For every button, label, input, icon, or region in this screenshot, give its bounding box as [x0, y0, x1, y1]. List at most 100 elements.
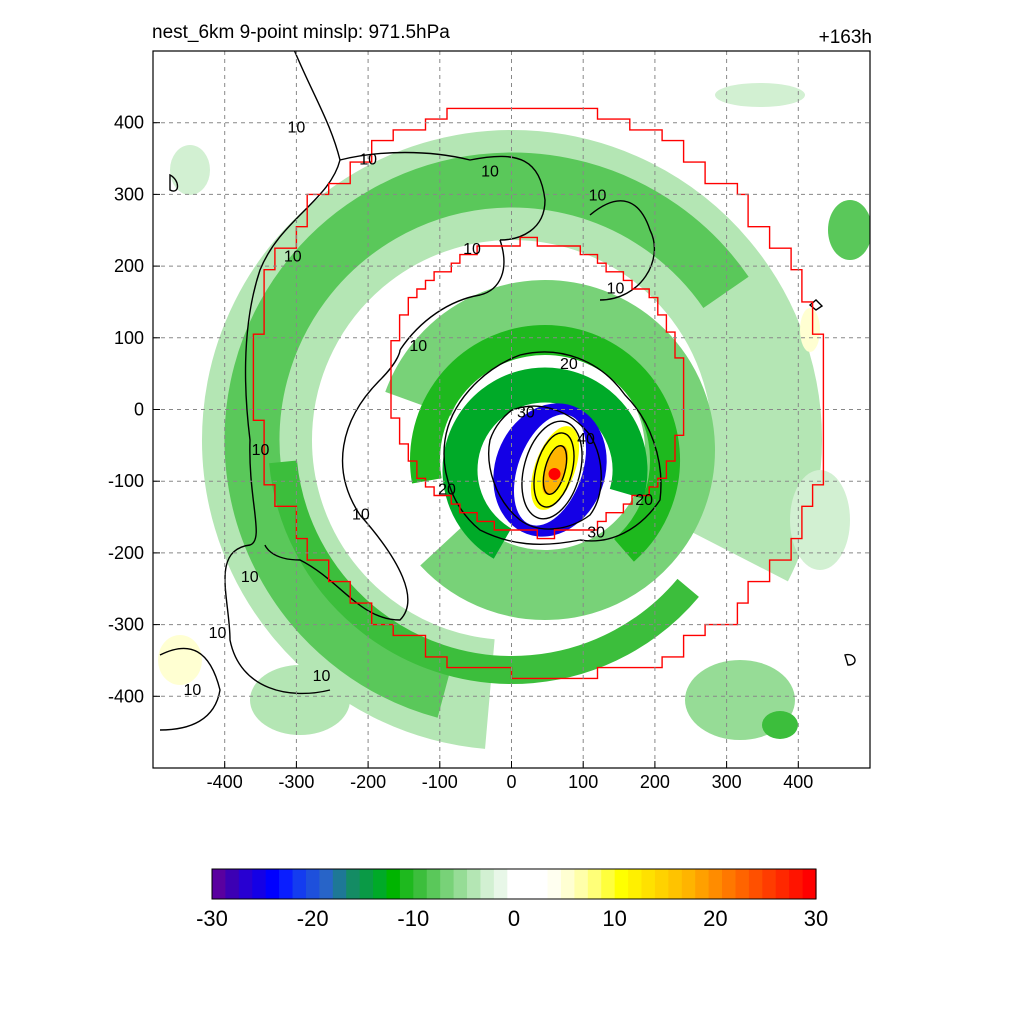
contour-label: 10: [463, 241, 481, 258]
colorbar-swatch: [238, 869, 253, 899]
colorbar-swatch: [735, 869, 750, 899]
contour-30: [488, 405, 602, 530]
colorbar-swatch: [279, 869, 294, 899]
colorbar-swatch: [574, 869, 589, 899]
contour-label: 30: [587, 524, 605, 541]
storm-center-marker: [548, 468, 561, 481]
colorbar-tick-label: -10: [397, 906, 429, 931]
contour-10: [589, 200, 656, 301]
colorbar-swatch: [802, 869, 817, 899]
contour-label: 10: [313, 668, 331, 685]
field-layer: [158, 51, 870, 750]
contour-label: 10: [284, 248, 302, 265]
colorbar-swatch: [547, 869, 562, 899]
colorbar-swatch: [601, 869, 616, 899]
patch: [828, 200, 870, 260]
patch: [800, 308, 820, 352]
contour-label: 10: [607, 281, 625, 298]
colorbar-swatch: [614, 869, 629, 899]
colorbar-swatch: [654, 869, 669, 899]
contour-label: 10: [252, 442, 270, 459]
contour-10: [159, 647, 221, 731]
forecast-hour-label: +163h: [818, 27, 872, 48]
y-tick-label: -400: [108, 686, 144, 706]
colorbar-swatch: [319, 869, 334, 899]
colorbar-swatch: [493, 869, 508, 899]
colorbar-swatch: [534, 869, 549, 899]
patch: [170, 145, 210, 195]
contour-label: 10: [481, 164, 499, 181]
colorbar-swatch: [467, 869, 482, 899]
colorbar-swatch: [373, 869, 388, 899]
contour-10: [264, 514, 409, 621]
contour-10: [399, 239, 505, 351]
y-tick-label: 400: [114, 113, 144, 133]
colorbar-swatch: [628, 869, 643, 899]
colorbar-swatch: [453, 869, 468, 899]
colorbar-swatch: [722, 869, 737, 899]
x-tick-label: -200: [350, 772, 386, 792]
contour-50: [533, 432, 575, 508]
eyewall-band: [442, 367, 648, 573]
colorbar-swatch: [225, 869, 240, 899]
contour-label: 40: [577, 431, 595, 448]
colorbar-tick-label: 30: [804, 906, 828, 931]
colorbar-swatch: [305, 869, 320, 899]
contour-label: 20: [560, 356, 578, 373]
colorbar-swatch: [641, 869, 656, 899]
x-tick-label: 100: [568, 772, 598, 792]
colorbar-swatch: [587, 869, 602, 899]
colorbar-swatch: [265, 869, 280, 899]
y-tick-label: -100: [108, 471, 144, 491]
x-tick-label: 200: [640, 772, 670, 792]
contour-10: [339, 151, 546, 241]
y-tick-label: 300: [114, 184, 144, 204]
contour-label: 30: [517, 405, 535, 422]
colorbar-tick-label: 10: [602, 906, 626, 931]
y-tick-label: -200: [108, 543, 144, 563]
contour-small: [808, 299, 824, 311]
contour-label: 10: [241, 569, 259, 586]
colorbar-swatch: [426, 869, 441, 899]
colorbar-swatches: [212, 869, 817, 899]
x-tick-label: 300: [712, 772, 742, 792]
colorbar-swatch: [762, 869, 777, 899]
contour-40: [521, 420, 583, 520]
colorbar-swatch: [332, 869, 347, 899]
colorbar-frame: [211, 868, 817, 900]
patch: [762, 711, 798, 739]
inner-nest-boundary: [390, 236, 685, 540]
colorbar-swatch: [681, 869, 696, 899]
colorbar-swatch: [695, 869, 710, 899]
y-tick-label: 100: [114, 328, 144, 348]
plot-area: -400 -300 -200 -100 0 100 200 300 40040030020010…: [108, 50, 871, 792]
contour-60: [542, 445, 568, 495]
contour-label: 10: [589, 187, 607, 204]
colorbar-swatch: [212, 869, 227, 899]
contour-small: [844, 653, 856, 666]
x-tick-label: 400: [783, 772, 813, 792]
colorbar-swatch: [560, 869, 575, 899]
colorbar-swatch: [399, 869, 414, 899]
colorbar-tick-label: -30: [196, 906, 228, 931]
y-tick-label: 0: [134, 400, 144, 420]
patch: [790, 470, 850, 570]
contour-label: 10: [288, 119, 306, 136]
colorbar-swatch: [359, 869, 374, 899]
x-tick-label: -100: [422, 772, 458, 792]
contour-small: [169, 173, 179, 192]
colorbar-swatch: [775, 869, 790, 899]
colorbar-swatch: [520, 869, 535, 899]
outer-nest-boundary: [252, 107, 825, 680]
colorbar-swatch: [668, 869, 683, 899]
patch: [715, 83, 805, 107]
colorbar-swatch: [413, 869, 428, 899]
contour-labels: 10 10 10 10 10 10 10 10 10 10 10 10 10 10 20 20 20 30 30 40: [184, 119, 654, 699]
contour-label: 10: [409, 338, 427, 355]
x-tick-label: 0: [506, 772, 516, 792]
colorbar-swatch: [748, 869, 763, 899]
contour-20: [519, 351, 662, 542]
contour-label: 10: [209, 625, 227, 642]
colorbar-swatch: [440, 869, 455, 899]
colorbar-swatch: [789, 869, 804, 899]
